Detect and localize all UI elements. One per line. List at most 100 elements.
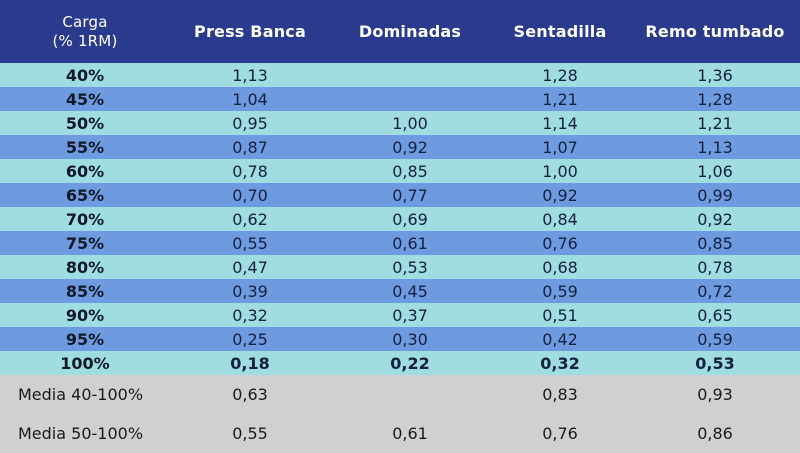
velocity-cell: 1,14 (542, 113, 578, 133)
load-percent-cell: 65% (65, 185, 105, 205)
velocity-cell (330, 63, 490, 87)
velocity-cell: 0,84 (542, 209, 578, 229)
summary-row: Media 40-100% 0,63 0,83 0,93 (0, 375, 800, 414)
header-sentadilla: Sentadilla (513, 22, 607, 41)
summary-row: Media 50-100% 0,55 0,61 0,76 0,86 (0, 414, 800, 453)
velocity-cell: 0,53 (392, 257, 428, 277)
velocity-cell: 1,04 (232, 89, 268, 109)
velocity-cell: 0,55 (232, 233, 268, 253)
load-percent-cell: 50% (65, 113, 105, 133)
velocity-cell: 0,87 (232, 137, 268, 157)
table-row: 75% 0,55 0,61 0,76 0,85 (0, 231, 800, 255)
table-row: 90% 0,32 0,37 0,51 0,65 (0, 303, 800, 327)
header-press-banca: Press Banca (194, 22, 306, 41)
velocity-cell: 1,21 (697, 113, 733, 133)
load-percent-cell: 40% (65, 65, 105, 85)
velocity-cell: 0,47 (232, 257, 268, 277)
load-percent-cell: 90% (65, 305, 105, 325)
velocity-cell: 1,00 (542, 161, 578, 181)
velocity-cell: 0,32 (540, 353, 580, 373)
velocity-cell: 1,36 (697, 65, 733, 85)
velocity-cell: 1,07 (542, 137, 578, 157)
velocity-cell: 0,22 (390, 353, 430, 373)
velocity-cell: 0,78 (232, 161, 268, 181)
load-percent-cell: 95% (65, 329, 105, 349)
velocity-cell: 0,39 (232, 281, 268, 301)
velocity-cell: 0,51 (542, 305, 578, 325)
summary-value-cell: 0,76 (542, 424, 578, 443)
velocity-cell: 0,32 (232, 305, 268, 325)
table-summary: Media 40-100% 0,63 0,83 0,93 Media 50-100% 0,… (0, 375, 800, 453)
table-row: 100% 0,18 0,22 0,32 0,53 (0, 351, 800, 375)
velocity-cell: 0,69 (392, 209, 428, 229)
velocity-cell: 0,99 (697, 185, 733, 205)
summary-value-cell: 0,63 (232, 385, 268, 404)
velocity-cell: 0,30 (392, 329, 428, 349)
velocity-cell: 0,92 (697, 209, 733, 229)
velocity-cell: 0,53 (695, 353, 735, 373)
velocity-cell: 1,13 (697, 137, 733, 157)
velocity-cell: 0,77 (392, 185, 428, 205)
velocity-cell: 1,28 (542, 65, 578, 85)
table-row: 80% 0,47 0,53 0,68 0,78 (0, 255, 800, 279)
table-row: 70% 0,62 0,69 0,84 0,92 (0, 207, 800, 231)
load-percent-cell: 60% (65, 161, 105, 181)
load-percent-cell: 75% (65, 233, 105, 253)
load-percent-cell: 70% (65, 209, 105, 229)
summary-value-cell: 0,83 (542, 385, 578, 404)
table-row: 40% 1,13 1,28 1,36 (0, 63, 800, 87)
velocity-cell: 1,21 (542, 89, 578, 109)
table-header: Carga (% 1RM) Press Banca Dominadas Sent… (0, 0, 800, 63)
velocity-cell: 0,62 (232, 209, 268, 229)
header-load-line1: Carga (62, 12, 108, 31)
load-percent-cell: 85% (65, 281, 105, 301)
velocity-cell: 0,78 (697, 257, 733, 277)
velocity-cell: 0,65 (697, 305, 733, 325)
load-percent-cell: 45% (65, 89, 105, 109)
header-load: Carga (% 1RM) (0, 0, 170, 63)
table-row: 65% 0,70 0,77 0,92 0,99 (0, 183, 800, 207)
table-row: 45% 1,04 1,21 1,28 (0, 87, 800, 111)
velocity-cell: 0,76 (542, 233, 578, 253)
velocity-cell: 0,45 (392, 281, 428, 301)
velocity-cell: 0,85 (697, 233, 733, 253)
velocity-cell: 0,59 (542, 281, 578, 301)
summary-value-cell (330, 375, 490, 414)
table-row: 50% 0,95 1,00 1,14 1,21 (0, 111, 800, 135)
velocity-cell: 0,61 (392, 233, 428, 253)
velocity-cell: 1,28 (697, 89, 733, 109)
table-row: 85% 0,39 0,45 0,59 0,72 (0, 279, 800, 303)
velocity-cell: 1,13 (232, 65, 268, 85)
velocity-cell: 0,72 (697, 281, 733, 301)
load-percent-cell: 100% (60, 353, 110, 373)
summary-label: Media 40-100% (18, 385, 144, 404)
velocity-cell: 0,42 (542, 329, 578, 349)
table-row: 95% 0,25 0,30 0,42 0,59 (0, 327, 800, 351)
summary-value-cell: 0,86 (697, 424, 733, 443)
velocity-cell: 0,85 (392, 161, 428, 181)
load-percent-cell: 80% (65, 257, 105, 277)
velocity-cell: 1,06 (697, 161, 733, 181)
summary-value-cell: 0,61 (392, 424, 428, 443)
header-remo-tumbado: Remo tumbado (645, 22, 785, 41)
table-row: 55% 0,87 0,92 1,07 1,13 (0, 135, 800, 159)
header-load-line2: (% 1RM) (52, 31, 118, 50)
velocity-cell: 1,00 (392, 113, 428, 133)
table-row: 60% 0,78 0,85 1,00 1,06 (0, 159, 800, 183)
velocity-cell: 0,70 (232, 185, 268, 205)
velocity-cell: 0,18 (230, 353, 270, 373)
velocity-cell: 0,95 (232, 113, 268, 133)
header-dominadas: Dominadas (358, 22, 462, 41)
summary-value-cell: 0,55 (232, 424, 268, 443)
velocity-cell: 0,59 (697, 329, 733, 349)
velocity-cell: 0,25 (232, 329, 268, 349)
summary-value-cell: 0,93 (697, 385, 733, 404)
table-body: 40% 1,13 1,28 1,36 45% 1,04 1,21 1,28 50% 0,95 1,0… (0, 63, 800, 375)
velocity-cell: 0,92 (542, 185, 578, 205)
load-percent-cell: 55% (65, 137, 105, 157)
summary-label: Media 50-100% (18, 424, 144, 443)
velocity-cell (330, 87, 490, 111)
velocity-cell: 0,92 (392, 137, 428, 157)
velocity-cell: 0,68 (542, 257, 578, 277)
